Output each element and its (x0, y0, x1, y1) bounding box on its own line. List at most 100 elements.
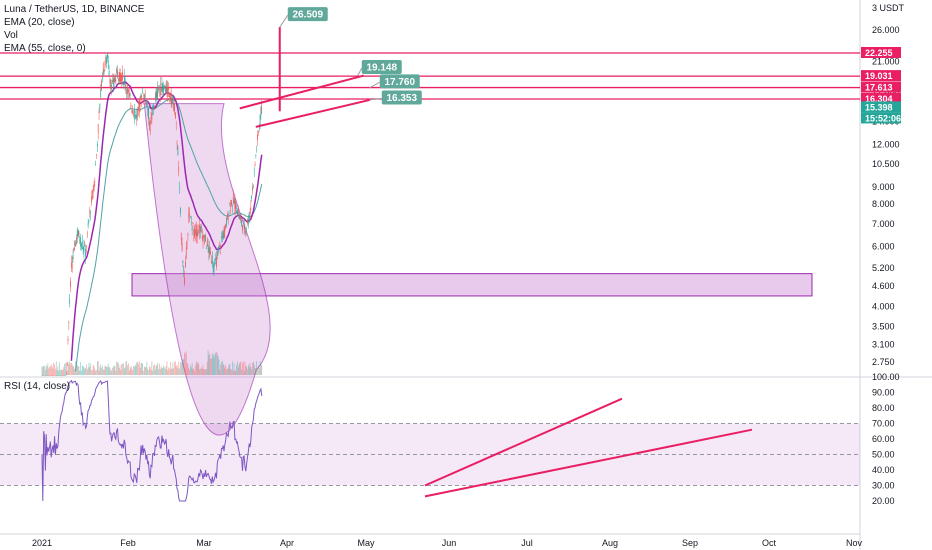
candle-body (246, 228, 248, 229)
candle-body (184, 277, 185, 284)
price-tag-box (861, 101, 901, 113)
volume-bar (148, 370, 149, 375)
volume-bar (50, 364, 52, 375)
candle-body (117, 78, 119, 79)
candle-body (51, 375, 53, 376)
volume-bar (131, 366, 133, 375)
volume-bar (66, 370, 68, 375)
candle-body (210, 250, 211, 255)
volume-bar (123, 368, 125, 375)
volume-bars (41, 350, 263, 375)
volume-bar (124, 367, 126, 375)
candle-body (57, 375, 59, 376)
candle-body (41, 375, 43, 376)
volume-bar (60, 369, 62, 375)
candle-body (193, 228, 195, 236)
rsi-legend: RSI (14, close) (4, 381, 71, 392)
price-tag-label: 15.398 (865, 102, 893, 112)
volume-bar (177, 368, 179, 375)
candle-body (128, 92, 130, 94)
candle-body (213, 265, 215, 272)
callout-pointer (369, 81, 380, 89)
volume-bar (246, 366, 248, 375)
volume-bar (107, 366, 108, 375)
volume-bar (133, 366, 135, 375)
volume-bar (153, 365, 154, 375)
handle-upper-line (239, 74, 365, 110)
candle-body (219, 241, 221, 243)
volume-bar (48, 368, 50, 375)
candle-body (84, 243, 86, 246)
candle-body (194, 226, 196, 238)
volume-bar (58, 370, 60, 375)
price-tick-label: 17.000 (872, 88, 900, 98)
candle-body (187, 233, 189, 236)
volume-bar (130, 368, 132, 375)
volume-bar (87, 367, 89, 375)
candle-body (136, 114, 138, 121)
volume-bar (256, 361, 258, 375)
candle-body (159, 82, 161, 95)
volume-bar (200, 368, 201, 375)
candle-body (132, 110, 133, 114)
candle-body (223, 228, 225, 239)
volume-bar (60, 369, 61, 375)
volume-bar (247, 368, 248, 375)
volume-bar (98, 370, 100, 375)
volume-bar (195, 361, 197, 375)
volume-bar (76, 364, 78, 375)
candle-body (188, 213, 190, 218)
candle-body (129, 93, 131, 97)
price-tick-label: 26.000 (872, 25, 900, 35)
candle-body (203, 234, 205, 237)
candle-body (145, 102, 147, 106)
volume-bar (149, 366, 151, 375)
chart-legend: Luna / TetherUS, 1D, BINANCE EMA (20, cl… (4, 3, 144, 55)
volume-bar (96, 369, 97, 375)
volume-bar (71, 364, 73, 375)
volume-bar (102, 369, 104, 375)
volume-bar (188, 368, 190, 375)
volume-bar (226, 369, 227, 375)
candle-body (97, 123, 99, 134)
volume-bar (198, 364, 200, 375)
time-tick-label: Apr (280, 538, 294, 548)
volume-bar (67, 361, 69, 375)
time-tick-label: Oct (762, 538, 777, 548)
vol-legend: Vol (4, 30, 18, 41)
candle-body (247, 219, 248, 224)
candle-body (259, 114, 261, 125)
candle-body (238, 216, 240, 219)
candle-body (159, 88, 160, 90)
volume-bar (258, 365, 259, 375)
volume-bar (214, 355, 216, 375)
volume-bar (102, 365, 103, 375)
candle-body (143, 99, 144, 100)
volume-bar (243, 370, 245, 375)
candle-body (216, 251, 218, 257)
volume-bar (113, 365, 115, 375)
price-tag-box (861, 70, 901, 82)
candle-body (138, 99, 140, 113)
candle-body (102, 64, 104, 76)
candle-body (251, 195, 253, 199)
volume-bar (118, 367, 120, 375)
volume-bar (235, 370, 237, 375)
candle-body (66, 363, 68, 365)
volume-bar (231, 369, 232, 375)
candle-body (100, 88, 102, 98)
price-callout: 26.509 (279, 7, 328, 28)
time-tick-label: Nov (846, 538, 863, 548)
volume-bar (180, 363, 182, 375)
callout-pointer (369, 98, 382, 101)
candle-body (207, 244, 209, 247)
time-tick-label: Feb (120, 538, 136, 548)
candle-body (42, 375, 44, 376)
candle-body (214, 262, 216, 266)
candle-body (221, 236, 222, 239)
volume-bar (51, 366, 53, 375)
candle-body (76, 237, 77, 244)
volume-bar (236, 365, 237, 375)
volume-bar (175, 366, 177, 375)
